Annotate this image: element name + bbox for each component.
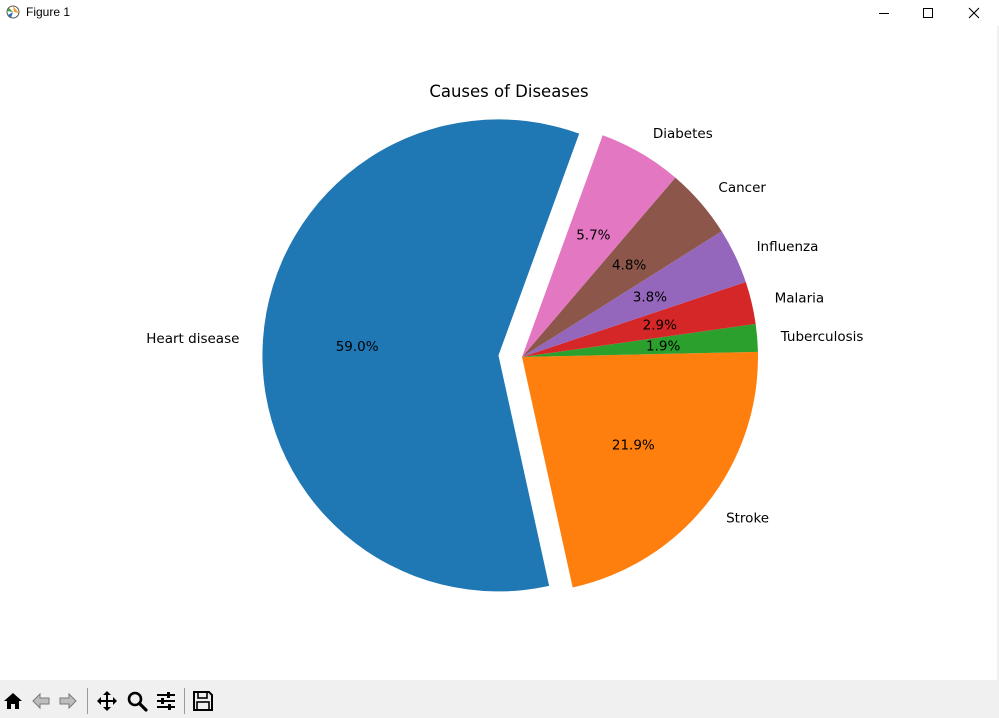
configure-subplots-icon [157, 692, 175, 710]
pie-category-label: Influenza [757, 239, 819, 255]
window-border [997, 26, 999, 680]
pan-icon [97, 691, 117, 711]
pie-percent-label: 2.9% [643, 317, 677, 333]
pie-slice-malaria [522, 282, 756, 357]
pie-percent-label: 4.8% [612, 257, 646, 273]
close-icon [968, 7, 980, 19]
home-button[interactable] [1, 689, 25, 713]
close-button[interactable] [951, 0, 997, 26]
pan-button[interactable] [95, 689, 119, 713]
pie-percent-label: 3.8% [633, 289, 667, 305]
pie-slice-stroke [522, 351, 758, 588]
back-icon [32, 692, 50, 710]
minimize-icon [879, 13, 889, 14]
pie-slice-cancer [522, 177, 722, 357]
pie-category-label: Stroke [726, 510, 769, 526]
pie-chart: 59.0% Heart disease 21.9% Stroke 1.9% Tubercu… [146, 119, 864, 592]
chart-title: Causes of Diseases [429, 82, 588, 101]
pie-percent-label: 59.0% [336, 339, 379, 355]
pie-category-label: Heart disease [146, 331, 239, 347]
minimize-button[interactable] [861, 0, 907, 26]
pie-category-label: Tuberculosis [780, 329, 864, 345]
window-title: Figure 1 [26, 5, 71, 19]
pie-slice-tuberculosis [522, 323, 758, 357]
window-titlebar: Figure 1 [0, 0, 999, 26]
pie-percent-label: 5.7% [576, 228, 610, 244]
pie-slice-influenza [522, 231, 746, 357]
maximize-icon [923, 8, 933, 18]
zoom-button[interactable] [125, 689, 149, 713]
navigation-toolbar [0, 680, 999, 718]
maximize-button[interactable] [905, 0, 951, 26]
forward-icon [59, 692, 77, 710]
pie-category-label: Cancer [718, 180, 766, 196]
save-button[interactable] [191, 689, 215, 713]
back-button[interactable] [29, 689, 53, 713]
pie-slice-heart-disease [262, 119, 580, 592]
pie-category-label: Malaria [775, 290, 825, 306]
zoom-icon [127, 691, 148, 712]
pie-category-label: Diabetes [653, 126, 713, 142]
pie-percent-label: 21.9% [612, 438, 655, 454]
home-icon [4, 693, 22, 709]
toolbar-separator [184, 688, 185, 714]
toolbar-separator [87, 688, 88, 714]
figure-canvas: Causes of Diseases 59.0% Heart disease 21.… [146, 82, 864, 592]
matplotlib-app-icon [6, 5, 20, 19]
pie-slice-diabetes [522, 135, 676, 357]
pie-percent-label: 1.9% [646, 338, 680, 354]
save-icon [193, 691, 213, 711]
forward-button[interactable] [56, 689, 80, 713]
configure-subplots-button[interactable] [154, 689, 178, 713]
